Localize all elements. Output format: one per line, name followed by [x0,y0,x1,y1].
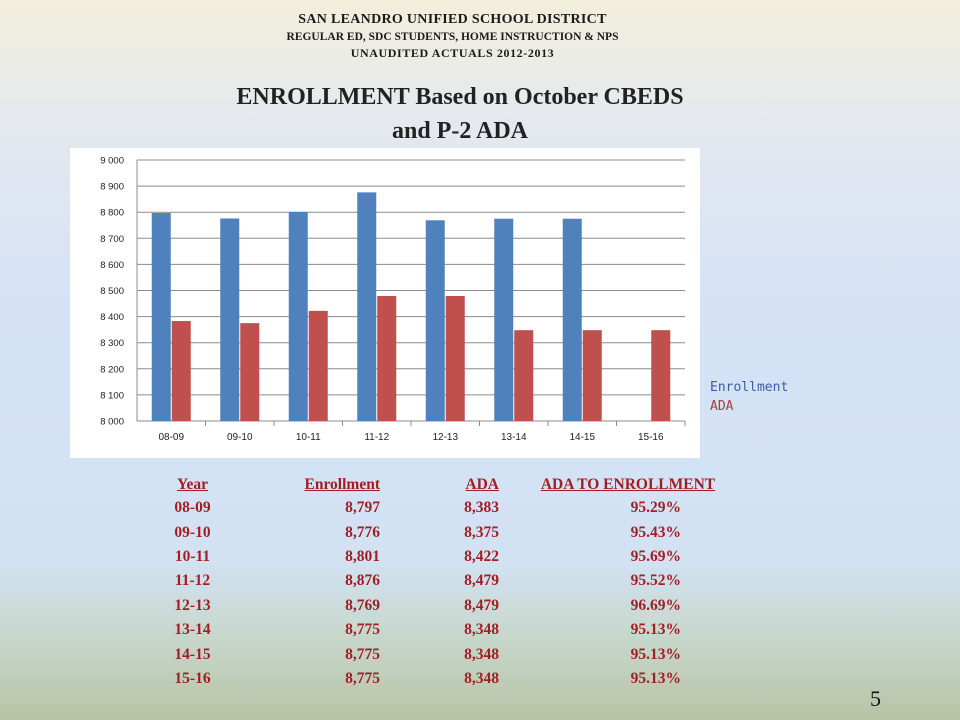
bar-ada [582,330,602,421]
cell-year: 13-14 [174,621,211,639]
legend-ada: ADA [710,399,734,414]
cell-ratio: 95.13% [630,669,681,687]
bar-ada [308,310,328,421]
y-tick-label: 8 000 [100,417,124,428]
cell-year: 09-10 [174,523,211,541]
cell-enrollment: 8,775 [345,621,380,639]
chart-title-line2: and P-2 ADA [391,118,529,144]
cell-ratio: 96.69% [630,596,681,614]
x-tick-label: 09-10 [227,432,253,443]
bar-enrollment [151,212,171,421]
bar-ada [445,295,465,421]
bar-ada [171,321,191,421]
header-enrollment: Enrollment [304,476,381,493]
cell-enrollment: 8,876 [345,572,380,590]
table-row: 09-10 8,776 8,375 95.43% [150,520,757,544]
table-row: 15-16 8,775 8,348 95.13% [150,667,757,691]
table-row: 08-09 8,797 8,383 95.29% [150,496,757,520]
bar-enrollment [357,192,377,421]
header-year: Year [177,476,208,493]
x-tick-label: 13-14 [501,432,527,443]
bar-ada [240,323,260,421]
header-ratio: ADA TO ENROLLMENT [540,476,716,493]
bar-enrollment [494,218,514,421]
x-tick-label: 08-09 [158,432,184,443]
cell-ratio: 95.52% [630,572,681,590]
x-tick-label: 11-12 [364,432,389,443]
bar-enrollment [288,211,308,421]
table-row: 12-13 8,769 8,479 96.69% [150,594,757,618]
y-tick-label: 8 300 [100,338,124,349]
report-subtitle: REGULAR ED, SDC STUDENTS, HOME INSTRUCTI… [286,31,619,43]
bar-enrollment [425,220,445,421]
cell-enrollment: 8,801 [345,547,380,565]
cell-ada: 8,348 [464,621,499,639]
cell-ratio: 95.43% [630,523,681,541]
cell-ada: 8,375 [464,523,499,541]
table-row: 10-11 8,801 8,422 95.69% [150,545,757,569]
cell-year: 08-09 [174,499,211,517]
chart-title-line1: ENROLLMENT Based on October CBEDS [236,84,684,110]
y-tick-label: 8 900 [100,182,124,193]
cell-ada: 8,383 [464,499,499,517]
district-name: SAN LEANDRO UNIFIED SCHOOL DISTRICT [298,12,607,27]
cell-ratio: 95.13% [630,645,681,663]
y-tick-label: 8 400 [100,312,124,323]
cell-enrollment: 8,769 [345,596,380,614]
table-row: 14-15 8,775 8,348 95.13% [150,642,757,666]
cell-ada: 8,422 [464,547,499,565]
cell-year: 10-11 [174,547,211,565]
table-row: 11-12 8,876 8,479 95.52% [150,569,757,593]
bar-ada [514,330,534,421]
cell-year: 15-16 [174,669,211,687]
bar-enrollment [220,218,240,421]
y-tick-label: 8 500 [100,286,124,297]
header-ada: ADA [465,476,499,493]
y-tick-label: 8 100 [100,390,124,401]
cell-ada: 8,348 [464,645,499,663]
bar-enrollment [562,218,582,421]
table-header-row: Year Enrollment ADA ADA TO ENROLLMENT [150,474,757,496]
bar-ada [651,330,671,421]
cell-ratio: 95.69% [630,547,681,565]
cell-ada: 8,348 [464,669,499,687]
x-tick-label: 12-13 [432,432,458,443]
report-period: UNAUDITED ACTUALS 2012-2013 [350,46,555,60]
cell-ada: 8,479 [464,572,499,590]
bar-ada [377,295,397,421]
cell-year: 14-15 [174,645,211,663]
cell-enrollment: 8,775 [345,669,380,687]
enrollment-table: Year Enrollment ADA ADA TO ENROLLMENT 08… [150,474,757,691]
y-tick-label: 8 600 [100,260,124,271]
cell-ratio: 95.13% [630,621,681,639]
table-row: 13-14 8,775 8,348 95.13% [150,618,757,642]
y-tick-label: 8 800 [100,208,124,219]
y-tick-label: 8 200 [100,364,124,375]
enrollment-ada-bar-chart: 8 000 8 100 8 200 8 300 8 400 8 500 8 600 8 700… [100,155,686,443]
cell-enrollment: 8,775 [345,645,380,663]
table-body: 08-09 8,797 8,383 95.29% 09-10 8,776 8,375 95.4… [150,496,757,691]
chart-title: ENROLLMENT Based on October CBEDS and P-… [160,80,760,148]
x-tick-label: 10-11 [296,432,321,443]
cell-year: 12-13 [174,596,211,614]
x-tick-label: 15-16 [638,432,664,443]
x-tick-label: 14-15 [569,432,595,443]
legend-enrollment: Enrollment [710,380,789,395]
y-tick-label: 9 000 [100,156,124,167]
cell-ratio: 95.29% [630,499,681,517]
cell-year: 11-12 [174,572,211,590]
cell-enrollment: 8,797 [345,499,380,517]
y-tick-label: 8 700 [100,234,124,245]
page-number: 5 [870,686,881,711]
cell-enrollment: 8,776 [345,523,380,541]
cell-ada: 8,479 [464,596,499,614]
